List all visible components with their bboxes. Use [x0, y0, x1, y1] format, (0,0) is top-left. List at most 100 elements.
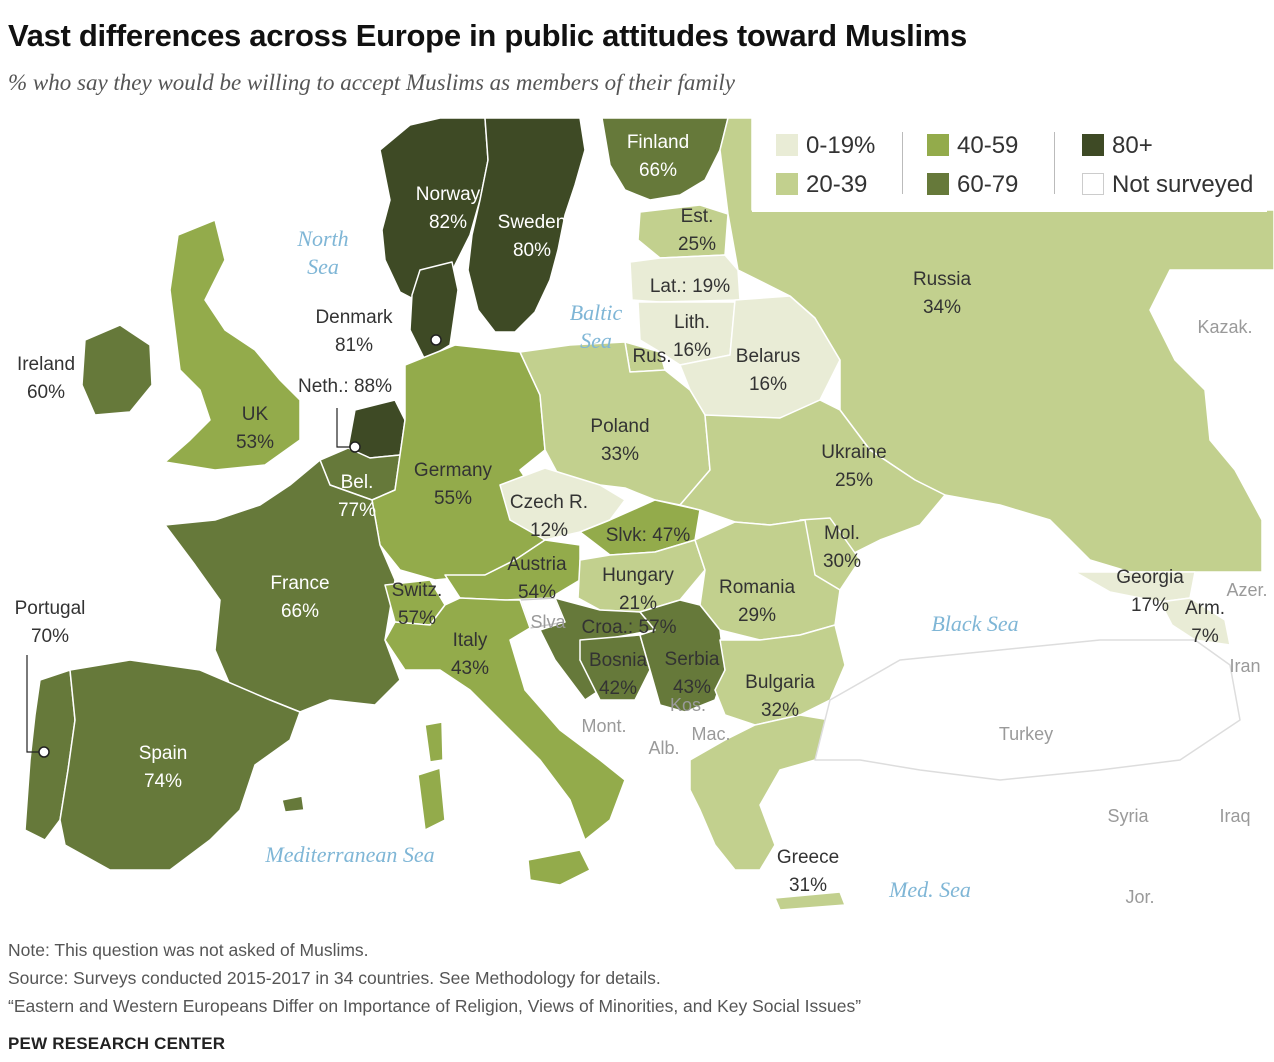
country-value-mol: 30% — [823, 551, 861, 572]
place-label-azer: Azer. — [1226, 580, 1267, 600]
legend-item-60-79: 60-79 — [927, 173, 1018, 197]
legend-item-not-surveyed: Not surveyed — [1082, 173, 1253, 197]
legend-divider — [1054, 132, 1055, 194]
legend-item-20-39: 20-39 — [776, 173, 867, 197]
region-italy — [384, 597, 626, 841]
region-armenia — [1159, 597, 1231, 646]
place-label-alb: Alb. — [648, 738, 679, 758]
source-text: Source: Surveys conducted 2015-2017 in 3… — [8, 968, 661, 988]
country-name-arm: Arm. — [1185, 598, 1225, 619]
country-name-lith: Lith. — [674, 312, 710, 333]
region-uk — [164, 219, 301, 471]
country-value-uk: 53% — [236, 432, 274, 453]
page-subtitle: % who say they would be willing to accep… — [8, 70, 735, 95]
country-value-portugal: 70% — [31, 626, 69, 647]
country-value-france: 66% — [281, 601, 319, 622]
country-value-serbia: 43% — [673, 677, 711, 698]
place-label-turkey: Turkey — [999, 724, 1053, 744]
country-name-italy: Italy — [453, 630, 488, 651]
sea-label-north-sea: North Sea — [296, 226, 348, 279]
sea-label-med-sea: Med. Sea — [888, 877, 971, 902]
legend-label: 80+ — [1112, 132, 1153, 159]
region-crete — [774, 891, 846, 911]
place-label-slva: Slva — [530, 612, 566, 632]
legend-swatch — [1082, 173, 1104, 195]
country-value-romania: 29% — [738, 605, 776, 626]
country-name-georgia: Georgia — [1116, 567, 1184, 588]
country-name-slvk: Slvk: — [606, 525, 652, 546]
country-value-italy: 43% — [451, 658, 489, 679]
country-value-norway: 82% — [429, 212, 467, 233]
legend-swatch — [1082, 134, 1104, 156]
country-value-czech-r: 12% — [530, 520, 568, 541]
place-label-mac: Mac. — [691, 724, 730, 744]
region-sicily — [527, 849, 591, 886]
legend-item-0-19: 0-19% — [776, 134, 875, 158]
country-name-croa: Croa.: — [581, 617, 638, 638]
page-title: Vast differences across Europe in public… — [8, 18, 967, 53]
country-name-switz: Switz. — [392, 580, 443, 601]
country-label-slvk: Slvk: 47% — [606, 525, 691, 546]
country-name-neth: Neth.: — [298, 376, 354, 397]
country-value-bel: 77% — [338, 500, 376, 521]
country-value-lith: 16% — [673, 340, 711, 361]
place-label-jor: Jor. — [1125, 887, 1154, 907]
report-title: “Eastern and Western Europeans Differ on… — [8, 996, 862, 1016]
country-value-ireland: 60% — [27, 382, 65, 403]
country-value-est: 25% — [678, 234, 716, 255]
country-value-arm: 7% — [1191, 626, 1219, 647]
legend-swatch — [776, 173, 798, 195]
country-name-serbia: Serbia — [665, 649, 720, 670]
country-name-greece: Greece — [777, 847, 839, 868]
country-value-greece: 31% — [789, 875, 827, 896]
country-name-rus: Rus. — [632, 346, 671, 367]
country-value-russia: 34% — [923, 297, 961, 318]
region-norway — [379, 117, 489, 306]
region-ireland — [81, 324, 153, 416]
country-name-est: Est. — [681, 206, 714, 227]
region-greece — [689, 714, 831, 871]
country-value-switz: 57% — [398, 608, 436, 629]
country-value-austria: 54% — [518, 582, 556, 603]
country-value-finland: 66% — [639, 160, 677, 181]
region-turkey — [814, 639, 1241, 781]
country-value-poland: 33% — [601, 444, 639, 465]
region-balearics — [281, 795, 305, 813]
country-value-lat: 19% — [692, 276, 730, 297]
country-name-austria: Austria — [507, 554, 567, 575]
country-name-sweden: Sweden — [498, 212, 567, 233]
region-sardinia — [417, 767, 446, 831]
country-value-hungary: 21% — [619, 593, 657, 614]
region-sweden — [467, 117, 586, 333]
country-name-spain: Spain — [139, 743, 188, 764]
country-value-croa: 57% — [639, 617, 677, 638]
region-ukraine — [679, 399, 946, 556]
legend-item-80-plus: 80+ — [1082, 134, 1153, 158]
country-name-ireland: Ireland — [17, 354, 75, 375]
region-corsica — [424, 721, 444, 763]
europe-map: Finland 66% Norway 82% Sweden 80% Est. 25% Lat.:… — [15, 117, 1274, 911]
legend-label: Not surveyed — [1112, 171, 1254, 198]
country-name-denmark: Denmark — [315, 307, 393, 328]
country-name-portugal: Portugal — [15, 598, 86, 619]
country-label-neth: Neth.: 88% — [298, 376, 392, 397]
region-hungary — [577, 539, 706, 613]
denmark-marker — [430, 334, 442, 346]
place-label-kazak: Kazak. — [1197, 317, 1252, 337]
map-legend: 0-19% 20-39 40-59 60-79 80+ Not surveyed — [752, 118, 1267, 212]
country-name-bulgaria: Bulgaria — [745, 672, 815, 693]
country-value-georgia: 17% — [1131, 595, 1169, 616]
brand-name: PEW RESEARCH CENTER — [8, 1034, 226, 1053]
country-value-ukraine: 25% — [835, 470, 873, 491]
legend-item-40-59: 40-59 — [927, 134, 1018, 158]
place-label-kos: Kos. — [670, 695, 706, 715]
sea-label-baltic-sea: Baltic Sea — [570, 300, 623, 353]
country-name-poland: Poland — [590, 416, 649, 437]
region-latvia — [629, 254, 741, 303]
legend-divider — [902, 132, 903, 194]
sea-label-mediterranean-sea: Mediterranean Sea — [264, 842, 434, 867]
legend-swatch — [927, 173, 949, 195]
country-name-bosnia: Bosnia — [589, 650, 648, 671]
country-name-russia: Russia — [913, 269, 972, 290]
note-text: Note: This question was not asked of Mus… — [8, 940, 369, 960]
